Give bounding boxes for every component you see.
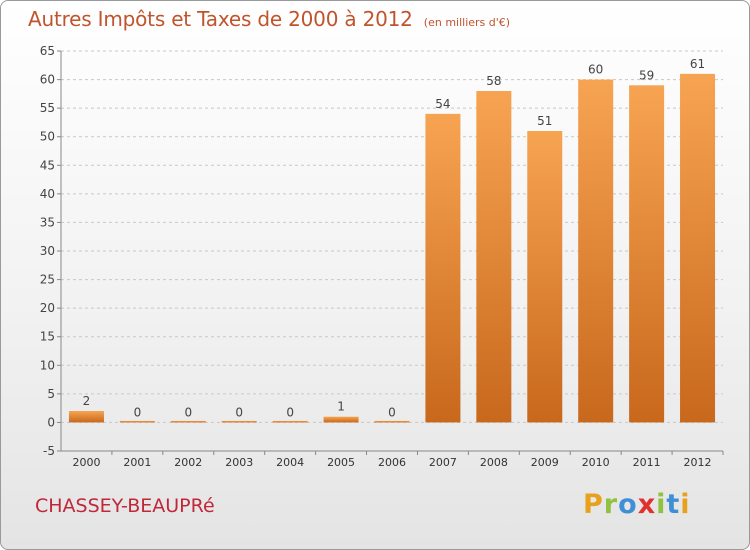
x-tick-label-2008: 2008 — [480, 456, 508, 469]
x-tick-label-2004: 2004 — [276, 456, 304, 469]
x-tick-label-2012: 2012 — [684, 456, 712, 469]
brand-letter-5: t — [666, 489, 681, 520]
data-label-2005: 1 — [337, 400, 345, 414]
bar-2009 — [527, 131, 563, 423]
y-tick-label-12: 55 — [40, 101, 55, 115]
data-label-2010: 60 — [588, 63, 603, 77]
x-tick-label-2003: 2003 — [225, 456, 253, 469]
bar-2004 — [272, 420, 308, 423]
brand-letter-3: x — [637, 489, 657, 520]
y-tick-label-5: 20 — [40, 301, 55, 315]
axis-layer — [60, 51, 723, 452]
data-label-2012: 61 — [690, 57, 705, 71]
bar-layer — [68, 73, 716, 423]
x-tick-label-2006: 2006 — [378, 456, 406, 469]
x-tick-label-2007: 2007 — [429, 456, 457, 469]
data-label-2008: 58 — [486, 74, 501, 88]
y-tick-label-11: 50 — [40, 130, 55, 144]
x-tick-label-2009: 2009 — [531, 456, 559, 469]
bar-2000 — [68, 411, 104, 423]
brand-letter-1: r — [603, 489, 619, 520]
bar-2002 — [170, 420, 206, 423]
bar-2006 — [374, 420, 410, 423]
commune-name: CHASSEY-BEAUPRé — [35, 495, 215, 517]
data-label-2000: 2 — [83, 394, 91, 408]
data-label-2003: 0 — [235, 405, 243, 419]
bar-2012 — [680, 73, 716, 423]
data-label-2002: 0 — [184, 405, 192, 419]
y-tick-layer: -5 0 5 10 15 20 25 30 35 40 45 50 55 60 65 — [40, 44, 61, 458]
y-tick-label-3: 10 — [40, 358, 55, 372]
y-tick-label-14: 65 — [40, 44, 55, 58]
brand-letter-6: i — [680, 489, 691, 520]
y-tick-label-9: 40 — [40, 187, 55, 201]
data-label-2009: 51 — [537, 114, 552, 128]
data-label-2001: 0 — [134, 405, 142, 419]
x-tick-layer: 2000 2001 2002 2003 2004 2005 2006 2007 2008 2009… — [72, 451, 724, 469]
y-tick-label-2: 5 — [47, 387, 55, 401]
bar-2007 — [425, 113, 461, 423]
y-tick-label-4: 15 — [40, 330, 55, 344]
y-tick-label-13: 60 — [40, 73, 55, 87]
brand-letter-0: P — [583, 489, 604, 520]
y-tick-label-1: 0 — [47, 415, 55, 429]
data-label-2006: 0 — [388, 405, 396, 419]
bar-2008 — [476, 91, 512, 423]
grid-layer — [61, 50, 723, 452]
bar-2010 — [578, 79, 614, 423]
y-tick-label-0: -5 — [43, 444, 55, 458]
brand-letter-4: i — [656, 489, 667, 520]
x-tick-label-2002: 2002 — [174, 456, 202, 469]
data-label-2011: 59 — [639, 68, 654, 82]
data-label-layer: 2 0 0 0 0 1 0 54 58 51 60 59 61 — [83, 57, 706, 420]
y-tick-label-8: 35 — [40, 215, 55, 229]
chart-unit-label: (en milliers d'€) — [423, 16, 511, 29]
y-tick-label-6: 25 — [40, 273, 55, 287]
x-tick-label-2011: 2011 — [633, 456, 661, 469]
proxiti-logo: Proxiti — [583, 489, 691, 520]
bar-2003 — [221, 420, 257, 423]
title-row: Autres Impôts et Taxes de 2000 à 2012 (e… — [28, 7, 510, 31]
chart-title: Autres Impôts et Taxes de 2000 à 2012 — [28, 7, 413, 31]
data-label-2004: 0 — [286, 405, 294, 419]
y-tick-label-7: 30 — [40, 244, 55, 258]
x-tick-label-2000: 2000 — [72, 456, 100, 469]
y-tick-label-10: 45 — [40, 158, 55, 172]
data-label-2007: 54 — [435, 97, 450, 111]
bar-2011 — [629, 85, 665, 423]
bar-2005 — [323, 416, 359, 423]
brand-letter-2: o — [618, 489, 638, 520]
x-tick-label-2010: 2010 — [582, 456, 610, 469]
bar-2001 — [119, 420, 155, 423]
x-tick-label-2005: 2005 — [327, 456, 355, 469]
x-tick-label-2001: 2001 — [123, 456, 151, 469]
